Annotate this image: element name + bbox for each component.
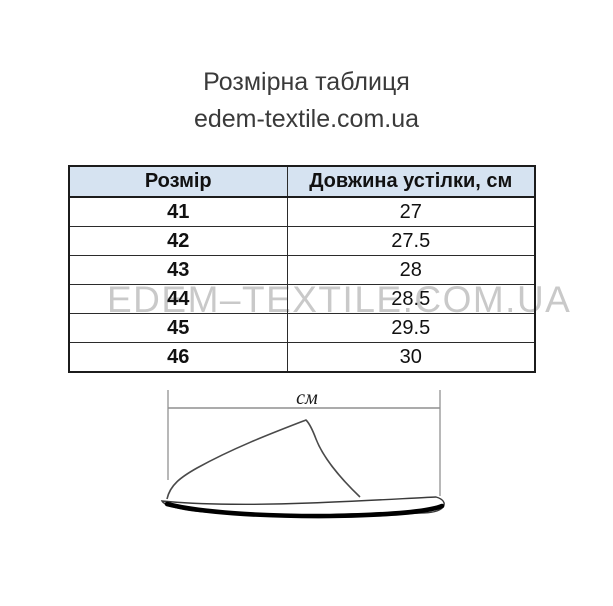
table-row: 44 28.5 (68, 284, 536, 314)
size-value: 41 (68, 196, 288, 227)
table-row: 41 27 (68, 196, 536, 227)
insole-length-value: 28 (286, 255, 536, 285)
table-header-row: Розмір Довжина устілки, см (68, 165, 536, 198)
insole-length-value: 29.5 (286, 313, 536, 343)
column-header-insole-length: Довжина устілки, см (286, 165, 536, 198)
table-row: 46 30 (68, 342, 536, 373)
table-row: 42 27.5 (68, 226, 536, 256)
slipper-outsole-edge (164, 501, 445, 519)
column-header-size: Розмір (68, 165, 288, 198)
slipper-diagram: см (160, 387, 445, 519)
table-row: 43 28 (68, 255, 536, 285)
insole-length-value: 30 (286, 342, 536, 373)
table-row: 45 29.5 (68, 313, 536, 343)
title-line: Розмірна таблиця (203, 68, 410, 96)
site-url-line: edem-textile.com.ua (193, 105, 420, 133)
size-value: 44 (68, 284, 288, 314)
dimension-unit-label: см (296, 387, 318, 409)
slipper-upper (166, 419, 361, 500)
insole-length-value: 27 (286, 196, 536, 227)
size-value: 45 (68, 313, 288, 343)
insole-length-value: 27.5 (286, 226, 536, 256)
insole-length-value: 28.5 (286, 284, 536, 314)
size-value: 42 (68, 226, 288, 256)
size-value: 46 (68, 342, 288, 373)
size-value: 43 (68, 255, 288, 285)
page-title: Розмірна таблиця edem-textile.com.ua (0, 64, 613, 138)
size-table: Розмір Довжина устілки, см 41 27 42 27.5… (68, 165, 536, 373)
